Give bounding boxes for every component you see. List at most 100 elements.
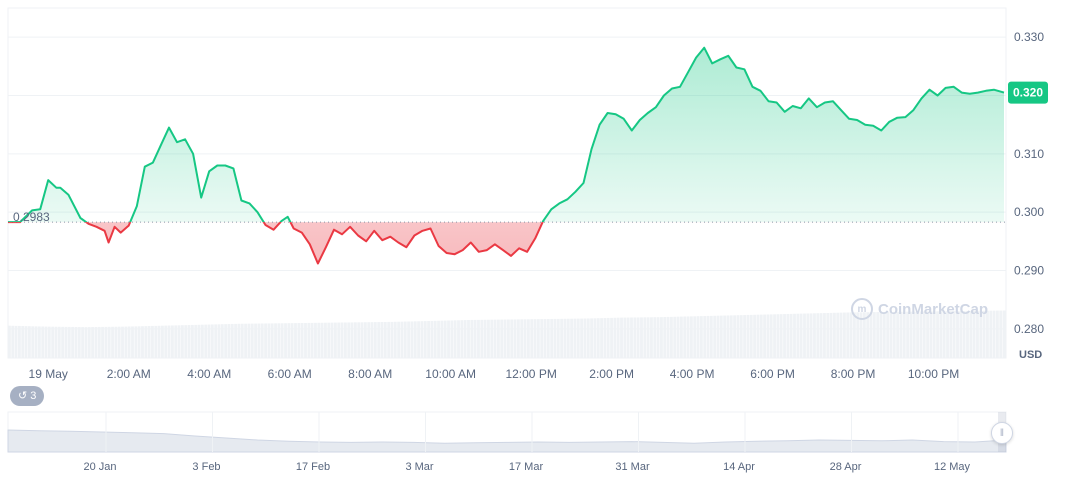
volume-bar [783,314,786,358]
history-badge[interactable]: ↺ 3 [10,386,45,406]
volume-bar [689,316,693,358]
volume-bar [477,319,480,358]
volume-bar [543,319,547,358]
volume-bar [390,321,394,358]
volume-bar [373,322,377,358]
volume-bar [284,323,287,358]
volume-bar [653,317,657,358]
x-tick-label: 8:00 PM [831,367,876,381]
volume-bar [410,321,414,358]
volume-bar [44,326,48,358]
volume-bar [161,325,164,358]
volume-bar [826,312,830,358]
volume-bar [650,317,653,358]
volume-bar [250,323,254,358]
volume-bar [789,313,793,358]
volume-bar [972,310,976,358]
volume-bar [583,318,587,358]
volume-bar [61,326,65,358]
volume-bar [37,326,41,358]
volume-bar [626,317,630,358]
volume-bar [21,326,25,358]
volume-bar [733,315,737,358]
volume-bar [24,326,28,358]
volume-bar [919,311,923,358]
volume-bar [363,322,367,358]
volume-bar [237,323,241,358]
volume-bar [999,310,1003,358]
volume-bar [759,314,763,358]
volume-bar [343,322,347,358]
volume-bar [490,319,494,358]
series-line-up [8,46,1005,223]
volume-bar [154,325,158,358]
volume-bar [367,322,371,358]
series-line-down [8,222,544,265]
volume-bar [114,326,118,358]
range-navigator[interactable]: 20 Jan 3 Feb 17 Feb 3 Mar 17 Mar 31 Mar 14 Apr… [7,411,1007,473]
volume-bar [460,320,464,358]
volume-bar [560,318,564,358]
volume-bar [600,318,603,358]
volume-bar [909,311,913,358]
navigator-tick-label: 14 Apr [723,461,755,473]
volume-bar [606,317,610,358]
volume-bar [856,312,860,358]
volume-bar [979,310,983,358]
volume-bar [916,311,920,358]
volume-bar [719,315,723,358]
volume-bar [290,323,294,358]
navigator-handle[interactable]: ‖ [991,422,1013,444]
volume-bar [660,317,663,358]
volume-bar [204,324,208,358]
volume-bar [520,319,524,358]
volume-bar [507,319,510,358]
volume-bar [184,325,188,358]
volume-bar [570,318,574,358]
volume-bar [586,318,590,358]
volume-bar [673,316,677,358]
volume-bar [121,326,124,358]
volume-bar [536,319,540,358]
volume-bar [144,326,148,358]
x-tick-label: 6:00 AM [268,367,312,381]
volume-bar [397,321,401,358]
volume-bar [996,310,999,358]
coinmarketcap-watermark: m CoinMarketCap [851,298,988,320]
volume-bar [387,321,391,358]
volume-bar [111,326,114,358]
volume-bar [932,311,936,358]
volume-bar [147,326,151,358]
volume-bar [190,324,194,358]
volume-bar [227,324,231,358]
volume-bar [274,323,277,358]
volume-bar [473,319,477,358]
volume-bar [813,313,816,358]
volume-bar [799,313,803,358]
volume-bar [833,312,836,358]
y-tick-label: 0.300 [1014,205,1044,219]
volume-bar [200,324,204,358]
volume-bar [87,327,91,358]
volume-bar [164,325,168,358]
navigator-tick-label: 31 Mar [615,461,650,473]
volume-bar [546,319,550,358]
volume-bar [220,324,224,358]
volume-bar [693,316,697,358]
volume-bar [413,321,417,358]
volume-bar [776,314,780,358]
volume-bar [992,310,996,358]
volume-bar [513,319,517,358]
volume-bar [596,318,600,358]
volume-bar [347,322,351,358]
volume-bar [337,322,341,358]
volume-bar [686,316,690,358]
volume-bar [310,322,314,358]
volume-bar [497,319,500,358]
volume-bar [823,313,826,358]
volume-bar [610,317,613,358]
volume-bar [41,326,45,358]
volume-bar [131,326,134,358]
volume-bar [180,325,184,358]
